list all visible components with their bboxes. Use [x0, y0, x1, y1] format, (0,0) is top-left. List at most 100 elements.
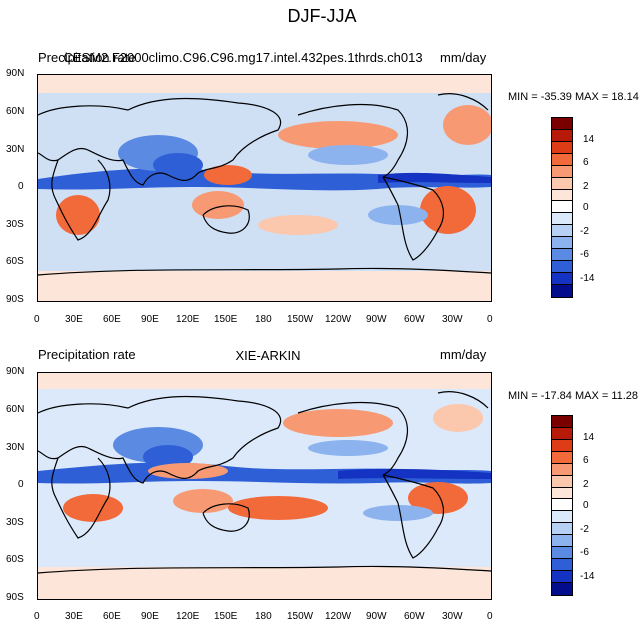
panel2-lon-tick: 0 [34, 611, 40, 622]
panel1-lat-tick: 90S [6, 294, 24, 305]
panel1-lon-tick: 60E [103, 314, 121, 325]
panel1-right-title: mm/day [440, 50, 487, 65]
panel2-colorbar-label: 14 [583, 432, 595, 443]
colorbar-swatch [552, 118, 572, 130]
panel1-lat-tick: 30N [6, 144, 25, 155]
colorbar-swatch [552, 439, 572, 452]
panel1-lat-tick: 60S [6, 256, 24, 267]
panel2-colorbar-label: 2 [583, 479, 589, 490]
colorbar-swatch [552, 141, 572, 154]
panel2-colorbar-label: -14 [580, 571, 595, 582]
panel2-lon-tick: 120W [325, 611, 352, 622]
panel1-colorbar-label: -2 [580, 226, 589, 237]
panel1-lon-tick: 150E [214, 314, 238, 325]
panel2-colorbar [551, 415, 573, 596]
panel2-lat-tick: 0 [18, 479, 24, 490]
panel2-map-field [38, 373, 491, 599]
colorbar-swatch [552, 225, 572, 238]
panel1-lat-tick: 60N [6, 106, 25, 117]
panel2-lat-tick: 30N [6, 442, 25, 453]
panel2-colorbar-swatches [552, 416, 572, 595]
colorbar-swatch [552, 165, 572, 178]
panel2-lon-tick: 30E [65, 611, 83, 622]
panel1-lon-tick: 30E [65, 314, 83, 325]
colorbar-swatch [552, 451, 572, 464]
panel2-stats: MIN = -17.84 MAX = 11.28 [508, 390, 639, 402]
panel2-left-title: Precipitation rate [38, 347, 136, 362]
panel1-colorbar-label: -6 [580, 249, 589, 260]
panel2-colorbar-label: -2 [580, 524, 589, 535]
panel2-lat-tick: 60S [6, 554, 24, 565]
panel1-lon-tick: 90W [366, 314, 387, 325]
panel1-lon-tick: 120E [176, 314, 200, 325]
panel1-colorbar-label: 2 [583, 181, 589, 192]
colorbar-swatch [552, 427, 572, 440]
panel1-lon-tick: 0 [487, 314, 493, 325]
colorbar-swatch [552, 499, 572, 512]
colorbar-swatch [552, 487, 572, 500]
colorbar-swatch [552, 201, 572, 214]
colorbar-swatch [552, 511, 572, 524]
panel2-colorbar-label: 0 [583, 500, 589, 511]
colorbar-swatch [552, 177, 572, 190]
colorbar-swatch [552, 570, 572, 583]
panel2-lon-tick: 150W [287, 611, 314, 622]
panel2-map [37, 372, 492, 600]
panel1-map-field [38, 75, 491, 301]
panel2-lon-tick: 90W [366, 611, 387, 622]
panel1-lon-tick: 120W [325, 314, 352, 325]
panel1-colorbar [551, 117, 573, 298]
panel1-colorbar-label: 0 [583, 202, 589, 213]
colorbar-swatch [552, 237, 572, 250]
panel2-colorbar-label: -6 [580, 547, 589, 558]
colorbar-swatch [552, 261, 572, 273]
panel2-lat-tick: 90N [6, 366, 25, 377]
colorbar-swatch [552, 284, 572, 297]
panel2-lon-tick: 180 [255, 611, 272, 622]
panel1-colorbar-label: -14 [580, 273, 595, 284]
panel2-lon-tick: 150E [214, 611, 238, 622]
colorbar-swatch [552, 189, 572, 202]
panel1-lon-tick: 30W [442, 314, 463, 325]
colorbar-swatch [552, 547, 572, 560]
panel2-lon-tick: 90E [141, 611, 159, 622]
panel2-lon-tick: 0 [487, 611, 493, 622]
panel1-lat-tick: 30S [6, 219, 24, 230]
panel2-lon-tick: 60E [103, 611, 121, 622]
panel1-map [37, 74, 492, 302]
panel2-lat-tick: 30S [6, 517, 24, 528]
panel2-lon-tick: 30W [442, 611, 463, 622]
colorbar-swatch [552, 475, 572, 488]
colorbar-swatch [552, 559, 572, 571]
colorbar-swatch [552, 153, 572, 166]
colorbar-swatch [552, 416, 572, 428]
panel1-lon-tick: 90E [141, 314, 159, 325]
figure-title: DJF-JJA [287, 6, 357, 26]
panel2-center-title: XIE-ARKIN [235, 348, 301, 363]
colorbar-swatch [552, 463, 572, 476]
colorbar-swatch [552, 582, 572, 595]
panel1-colorbar-label: 6 [583, 157, 589, 168]
colorbar-swatch [552, 523, 572, 536]
colorbar-swatch [552, 249, 572, 262]
panel2-lat-tick: 90S [6, 592, 24, 603]
panel1-lon-tick: 60W [404, 314, 425, 325]
panel2-lon-tick: 120E [176, 611, 200, 622]
panel1-lat-tick: 0 [18, 181, 24, 192]
panel1-left-title: Precipitation rate [38, 50, 136, 65]
panel2-colorbar-label: 6 [583, 455, 589, 466]
colorbar-swatch [552, 213, 572, 226]
panel1-colorbar-swatches [552, 118, 572, 297]
panel1-lon-tick: 150W [287, 314, 314, 325]
panel1-center-title: CESM2.F2000climo.C96.C96.mg17.intel.432p… [63, 50, 423, 65]
panel1-lon-tick: 180 [255, 314, 272, 325]
colorbar-swatch [552, 535, 572, 548]
panel1-lon-tick: 0 [34, 314, 40, 325]
colorbar-swatch [552, 129, 572, 142]
panel2-lat-tick: 60N [6, 404, 25, 415]
panel1-lat-tick: 90N [6, 68, 25, 79]
panel2-right-title: mm/day [440, 347, 487, 362]
colorbar-swatch [552, 272, 572, 285]
panel1-stats: MIN = -35.39 MAX = 18.14 [508, 91, 639, 103]
panel1-colorbar-label: 14 [583, 134, 595, 145]
